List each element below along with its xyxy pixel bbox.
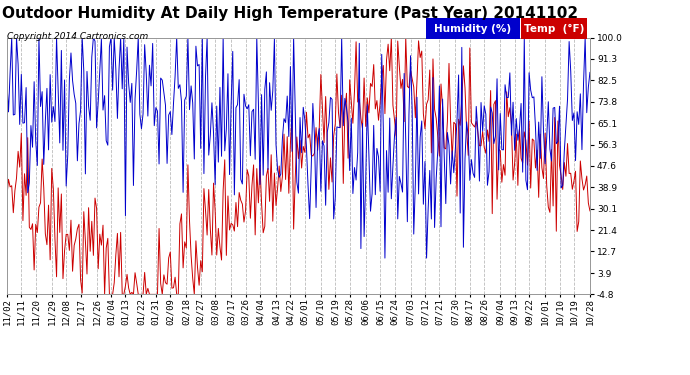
Text: Temp  (°F): Temp (°F) bbox=[524, 24, 584, 33]
Text: Outdoor Humidity At Daily High Temperature (Past Year) 20141102: Outdoor Humidity At Daily High Temperatu… bbox=[2, 6, 578, 21]
Text: Humidity (%): Humidity (%) bbox=[435, 24, 511, 33]
Text: Copyright 2014 Cartronics.com: Copyright 2014 Cartronics.com bbox=[7, 32, 148, 41]
